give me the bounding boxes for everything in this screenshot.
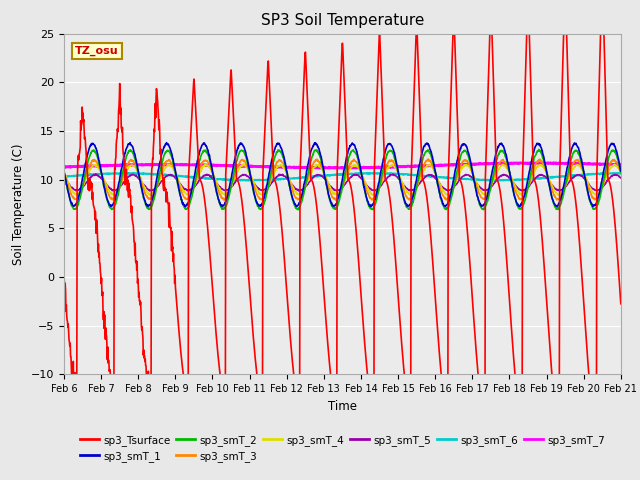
sp3_smT_2 [617, 169, 625, 175]
X-axis label: Time: Time [328, 400, 357, 413]
sp3_smT_6 [170, 173, 178, 179]
sp3_smT_1 [126, 140, 134, 145]
sp3_smT_7 [527, 160, 534, 166]
sp3_smT_4 [185, 192, 193, 197]
sp3_smT_3 [170, 167, 178, 173]
sp3_smT_1 [617, 168, 625, 174]
Text: TZ_osu: TZ_osu [75, 46, 119, 56]
sp3_smT_4 [60, 169, 68, 175]
sp3_smT_1 [502, 152, 510, 158]
sp3_smT_6 [60, 174, 68, 180]
sp3_smT_2 [246, 172, 254, 178]
sp3_smT_2 [552, 204, 559, 210]
sp3_Tsurface [551, 399, 559, 405]
sp3_smT_7 [429, 162, 437, 168]
Line: sp3_Tsurface: sp3_Tsurface [64, 0, 621, 426]
sp3_smT_7 [170, 162, 178, 168]
Line: sp3_smT_3: sp3_smT_3 [64, 159, 621, 200]
sp3_smT_7 [552, 161, 559, 167]
sp3_smT_7 [184, 162, 191, 168]
sp3_smT_2 [535, 146, 543, 152]
sp3_Tsurface [429, 259, 436, 265]
sp3_smT_2 [502, 155, 509, 161]
sp3_smT_6 [429, 174, 437, 180]
sp3_smT_5 [502, 172, 510, 178]
sp3_smT_3 [552, 194, 559, 200]
sp3_smT_1 [367, 204, 374, 210]
Y-axis label: Soil Temperature (C): Soil Temperature (C) [12, 143, 26, 265]
sp3_smT_3 [184, 196, 191, 202]
sp3_smT_5 [296, 188, 303, 194]
sp3_Tsurface [502, 241, 509, 247]
sp3_smT_5 [171, 174, 179, 180]
Title: SP3 Soil Temperature: SP3 Soil Temperature [260, 13, 424, 28]
sp3_smT_2 [184, 205, 191, 211]
sp3_smT_5 [184, 188, 192, 194]
sp3_smT_1 [429, 159, 437, 165]
sp3_smT_4 [617, 170, 625, 176]
sp3_smT_6 [617, 171, 625, 177]
sp3_smT_6 [364, 170, 372, 176]
Line: sp3_smT_6: sp3_smT_6 [64, 173, 621, 180]
sp3_smT_6 [246, 177, 254, 183]
sp3_smT_3 [424, 156, 432, 162]
sp3_Tsurface [60, 269, 68, 275]
sp3_smT_2 [429, 160, 437, 166]
sp3_smT_1 [60, 168, 68, 174]
sp3_Tsurface [593, 423, 600, 429]
sp3_smT_1 [552, 203, 559, 208]
Line: sp3_smT_4: sp3_smT_4 [64, 164, 621, 195]
sp3_smT_3 [429, 165, 437, 171]
sp3_smT_7 [617, 162, 625, 168]
sp3_smT_2 [294, 207, 302, 213]
sp3_smT_1 [184, 200, 192, 205]
sp3_smT_7 [60, 164, 68, 169]
sp3_Tsurface [184, 391, 191, 396]
sp3_smT_3 [502, 162, 510, 168]
Legend: sp3_Tsurface, sp3_smT_1, sp3_smT_2, sp3_smT_3, sp3_smT_4, sp3_smT_5, sp3_smT_6, : sp3_Tsurface, sp3_smT_1, sp3_smT_2, sp3_… [76, 431, 609, 466]
sp3_Tsurface [170, 266, 178, 272]
Line: sp3_smT_5: sp3_smT_5 [64, 174, 621, 191]
sp3_smT_7 [502, 160, 509, 166]
sp3_smT_5 [92, 171, 100, 177]
sp3_Tsurface [617, 301, 625, 307]
sp3_smT_5 [617, 175, 625, 181]
sp3_smT_7 [339, 165, 346, 171]
sp3_smT_5 [246, 176, 254, 181]
sp3_smT_4 [552, 190, 559, 195]
sp3_smT_4 [502, 165, 510, 170]
sp3_smT_3 [332, 197, 340, 203]
sp3_smT_5 [60, 175, 68, 181]
sp3_smT_3 [617, 170, 625, 176]
sp3_smT_2 [60, 170, 68, 176]
sp3_smT_4 [247, 172, 255, 178]
Line: sp3_smT_2: sp3_smT_2 [64, 149, 621, 210]
sp3_smT_3 [60, 169, 68, 175]
Line: sp3_smT_1: sp3_smT_1 [64, 143, 621, 207]
sp3_smT_4 [429, 167, 437, 172]
sp3_smT_6 [237, 178, 244, 183]
sp3_smT_4 [165, 161, 173, 167]
sp3_smT_4 [147, 192, 154, 198]
sp3_smT_6 [184, 174, 191, 180]
sp3_smT_2 [170, 164, 178, 170]
sp3_smT_5 [429, 174, 437, 180]
sp3_smT_5 [552, 186, 559, 192]
sp3_smT_1 [246, 173, 254, 179]
sp3_smT_4 [172, 169, 179, 175]
sp3_smT_6 [552, 174, 559, 180]
sp3_smT_7 [246, 163, 254, 169]
sp3_smT_6 [502, 177, 510, 183]
Line: sp3_smT_7: sp3_smT_7 [64, 163, 621, 168]
sp3_smT_1 [171, 164, 179, 170]
sp3_smT_3 [246, 172, 254, 178]
sp3_Tsurface [246, 293, 254, 299]
